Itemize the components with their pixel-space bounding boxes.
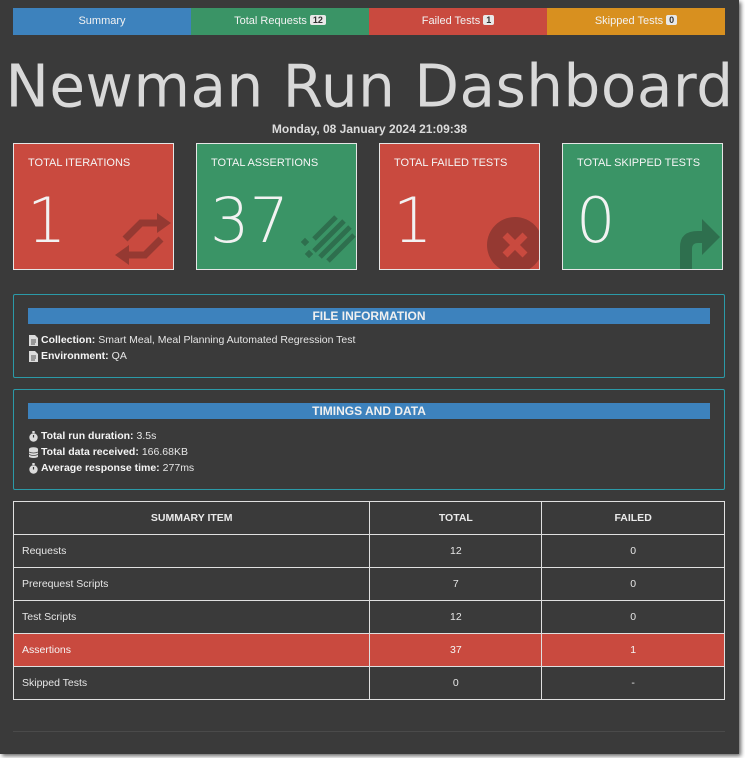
total-cell: 12 [369, 534, 543, 568]
table-header-row: SUMMARY ITEM TOTAL FAILED [12, 501, 725, 535]
tab-total-requests-label: Total Requests [234, 15, 307, 27]
run-duration-value: 3.5s [136, 430, 157, 442]
environment-label: Environment: [41, 350, 109, 362]
table-row: Test Scripts 12 0 [12, 600, 725, 634]
refresh-icon [115, 213, 171, 265]
share-arrow-icon [680, 219, 720, 269]
total-cell: 7 [369, 567, 543, 601]
response-time-label: Average response time: [41, 462, 160, 474]
tab-skipped-tests-label: Skipped Tests [594, 15, 664, 27]
timings-and-data-heading: TIMINGS AND DATA [28, 403, 710, 419]
file-icon [29, 334, 38, 346]
card-value: 1 [27, 184, 67, 257]
divider [13, 731, 725, 732]
column-header-failed: FAILED [541, 501, 725, 535]
run-date: Monday, 08 January 2024 21:09:38 [271, 122, 468, 136]
file-information-panel: FILE INFORMATION Collection: Smart Meal,… [13, 294, 725, 378]
card-value: 37 [210, 184, 289, 257]
run-duration-label: Total run duration: [41, 430, 134, 442]
total-cell: 0 [369, 666, 543, 700]
card-value: 0 [576, 184, 616, 257]
tab-skipped-tests[interactable]: Skipped Tests 0 [547, 8, 725, 35]
failed-cell: 0 [541, 567, 725, 601]
card-title: TOTAL FAILED TESTS [394, 157, 508, 169]
stopwatch-icon [29, 462, 38, 474]
card-total-failed-tests: TOTAL FAILED TESTS 1 [379, 143, 540, 270]
data-received-value: 166.68KB [141, 446, 188, 458]
tab-failed-tests-label: Failed Tests [421, 15, 481, 27]
run-duration-row: Total run duration: 3.5s [28, 430, 156, 442]
card-title: TOTAL ASSERTIONS [211, 157, 319, 169]
total-requests-badge: 12 [309, 15, 326, 25]
table-row: Requests 12 0 [12, 534, 725, 568]
response-time-value: 277ms [162, 462, 195, 474]
tab-total-requests[interactable]: Total Requests 12 [191, 8, 369, 35]
total-cell: 12 [369, 600, 543, 634]
response-time-row: Average response time: 277ms [28, 462, 194, 474]
card-total-iterations: TOTAL ITERATIONS 1 [13, 143, 174, 270]
total-cell: 37 [369, 633, 543, 667]
failed-cell: 0 [541, 600, 725, 634]
page-title: Newman Run Dashboard [5, 51, 734, 121]
tab-failed-tests[interactable]: Failed Tests 1 [369, 8, 547, 35]
nav-tabs: Summary Total Requests 12 Failed Tests 1 S… [13, 8, 725, 35]
summary-item-cell: Test Scripts [12, 600, 371, 634]
column-header-summary-item: SUMMARY ITEM [12, 501, 371, 535]
card-title: TOTAL ITERATIONS [28, 157, 131, 169]
database-icon [28, 446, 39, 458]
data-received-label: Total data received: [41, 446, 139, 458]
times-circle-icon [487, 217, 539, 269]
data-received-row: Total data received: 166.68KB [28, 446, 188, 458]
file-icon [29, 350, 38, 362]
tasks-icon [300, 215, 356, 263]
stopwatch-icon [29, 430, 38, 442]
card-total-assertions: TOTAL ASSERTIONS 37 [196, 143, 357, 270]
failed-tests-badge: 1 [483, 15, 495, 25]
table-row: Prerequest Scripts 7 0 [12, 567, 725, 601]
card-title: TOTAL SKIPPED TESTS [577, 157, 701, 169]
environment-value: QA [111, 350, 127, 362]
collection-label: Collection: [41, 334, 96, 346]
skipped-tests-badge: 0 [666, 15, 678, 25]
environment-row: Environment: QA [28, 350, 127, 362]
summary-item-cell: Skipped Tests [12, 666, 371, 700]
failed-cell: 1 [541, 633, 725, 667]
collection-value: Smart Meal, Meal Planning Automated Regr… [98, 334, 356, 346]
summary-item-cell: Assertions [12, 633, 371, 667]
summary-item-cell: Requests [12, 534, 371, 568]
summary-table: SUMMARY ITEM TOTAL FAILED Requests 12 0 … [12, 501, 725, 700]
card-value: 1 [393, 184, 433, 257]
tab-summary[interactable]: Summary [13, 8, 191, 35]
collection-row: Collection: Smart Meal, Meal Planning Au… [28, 334, 355, 346]
card-total-skipped-tests: TOTAL SKIPPED TESTS 0 [562, 143, 723, 270]
failed-cell: 0 [541, 534, 725, 568]
tab-summary-label: Summary [78, 15, 126, 27]
file-information-heading: FILE INFORMATION [28, 308, 710, 324]
column-header-total: TOTAL [369, 501, 543, 535]
failed-cell: - [541, 666, 725, 700]
table-row: Skipped Tests 0 - [12, 666, 725, 700]
table-row-failed: Assertions 37 1 [12, 633, 725, 667]
timings-and-data-panel: TIMINGS AND DATA Total run duration: 3.5… [13, 389, 725, 490]
summary-item-cell: Prerequest Scripts [12, 567, 371, 601]
